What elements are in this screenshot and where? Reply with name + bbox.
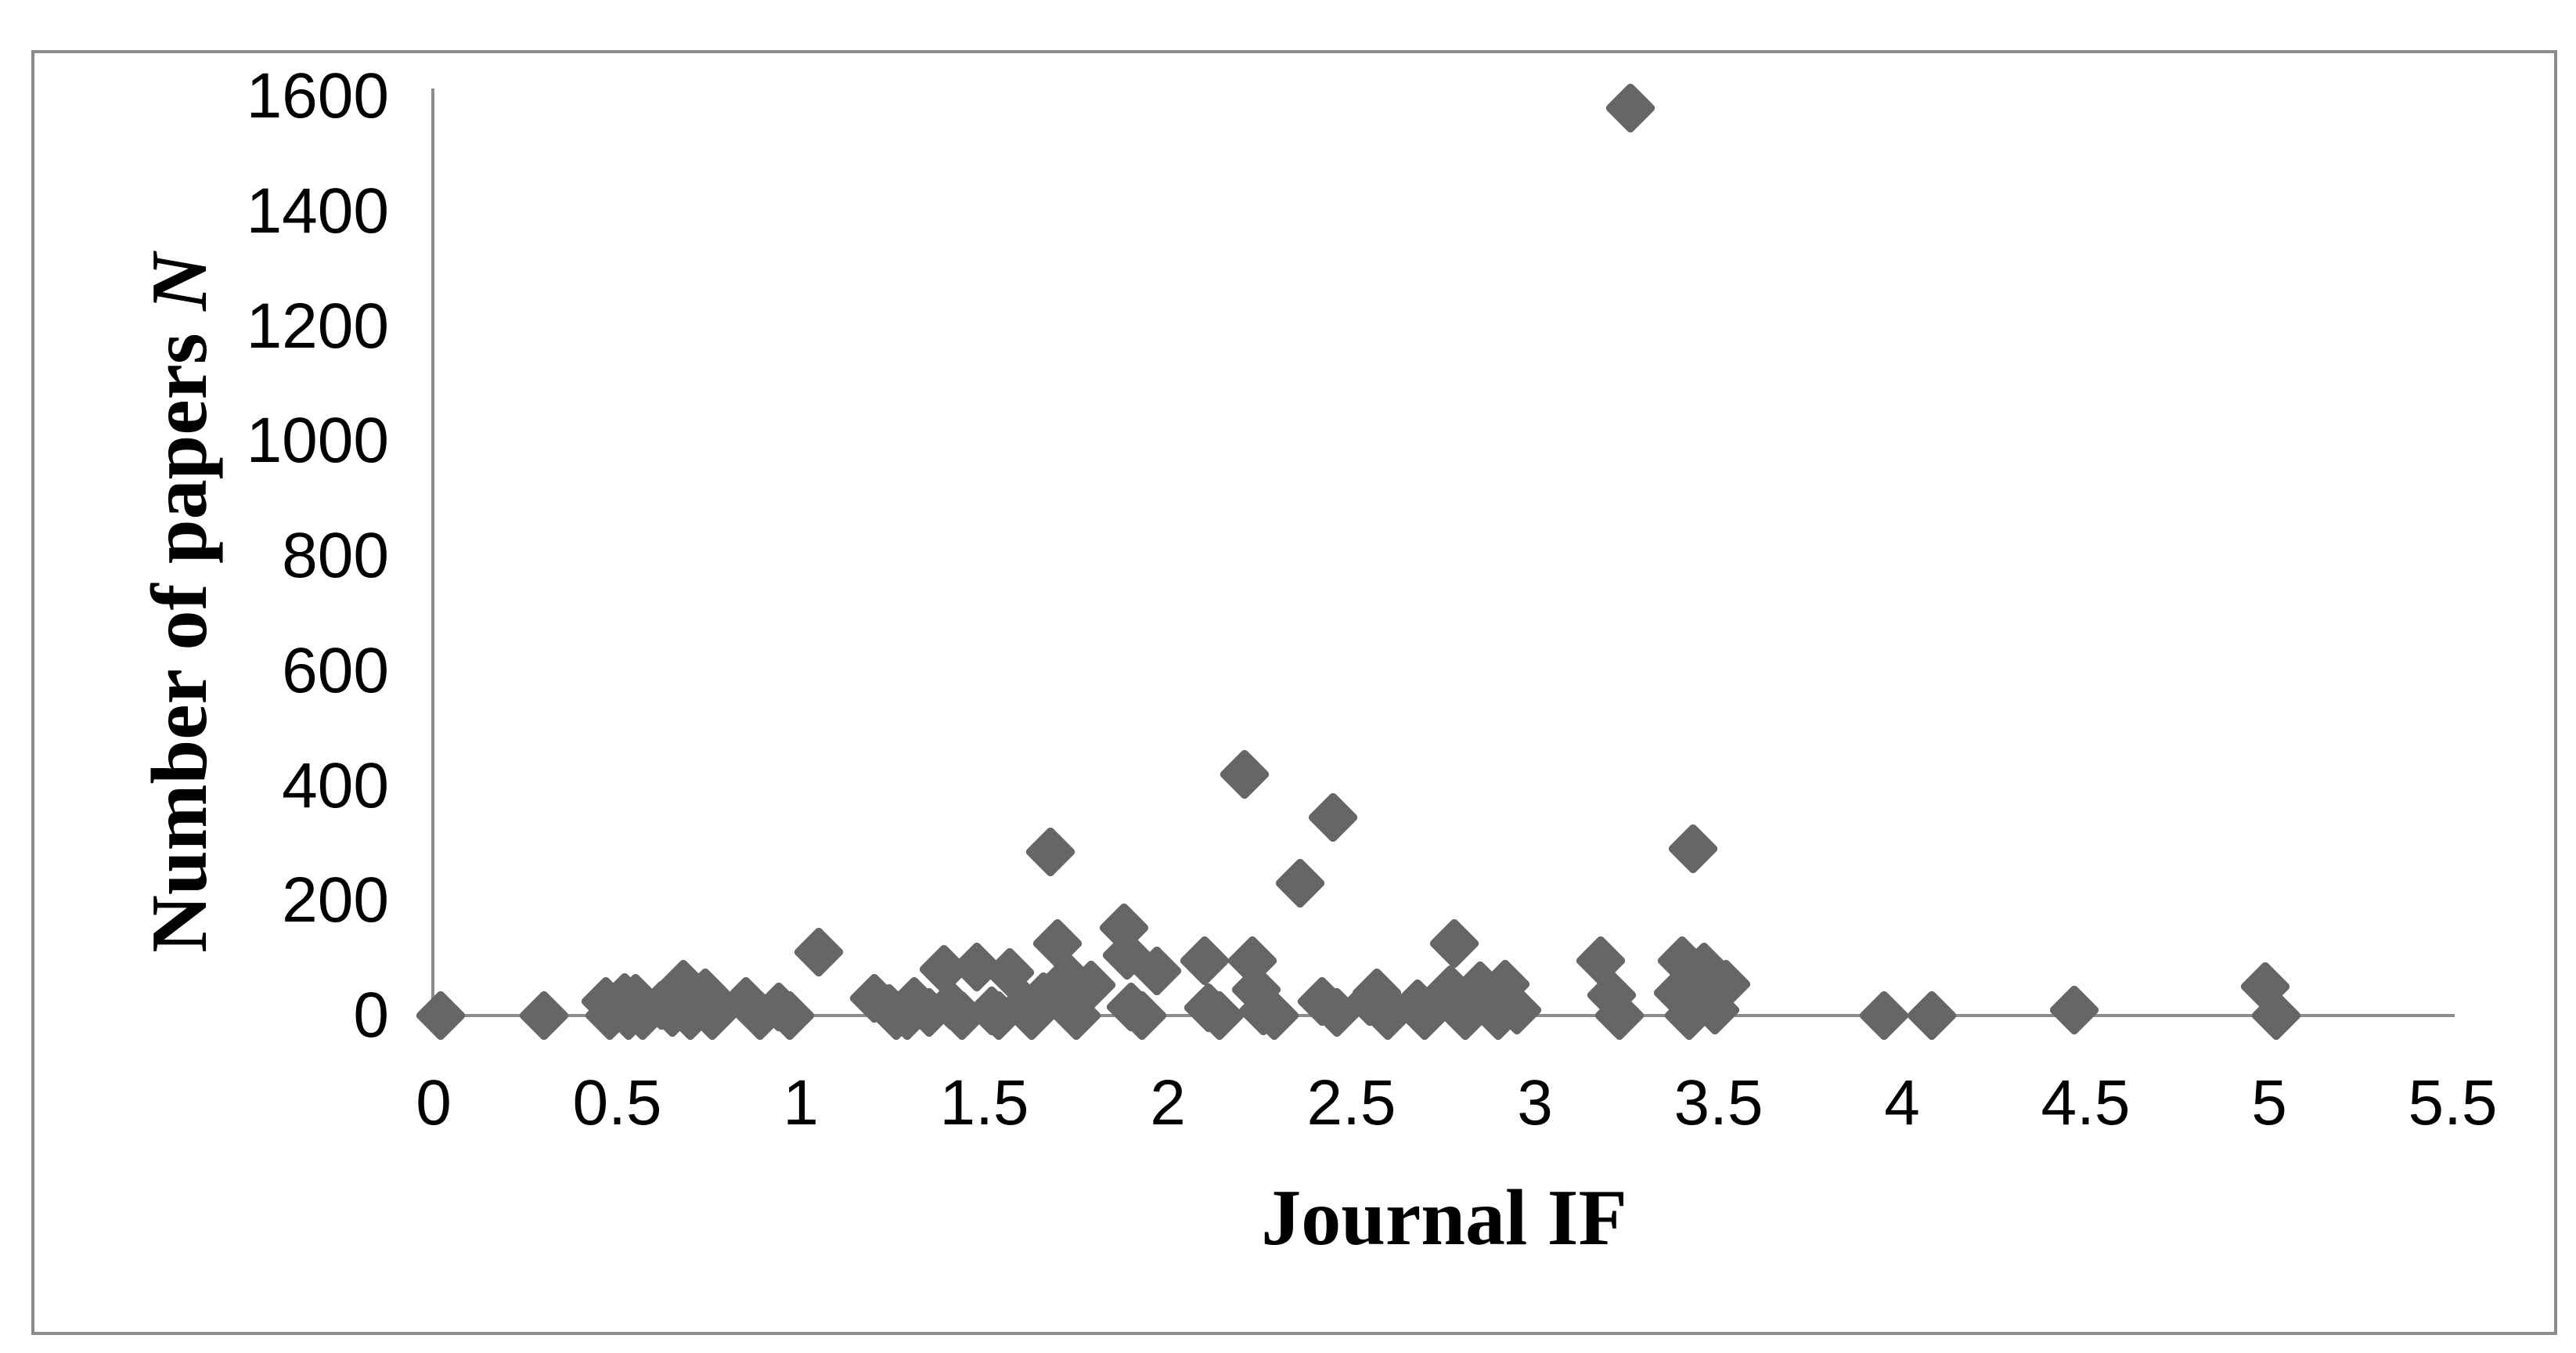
y-tick-label: 1400 — [246, 175, 389, 247]
y-tick-label: 600 — [282, 634, 389, 706]
y-tick-label: 0 — [353, 980, 389, 1051]
y-tick-label: 200 — [282, 864, 389, 936]
y-tick-label: 400 — [282, 749, 389, 821]
y-axis-line — [431, 88, 434, 1017]
x-tick-label: 2 — [1150, 1067, 1186, 1138]
x-tick-label: 3.5 — [1673, 1067, 1764, 1138]
y-axis-title-italic-n: N — [135, 253, 224, 311]
y-axis-title-text: Number of papers — [135, 333, 224, 953]
x-tick-label: 4 — [1884, 1067, 1920, 1138]
x-tick-label: 0.5 — [572, 1067, 662, 1138]
x-tick-label: 5 — [2251, 1067, 2287, 1138]
x-tick-label: 3 — [1517, 1067, 1553, 1138]
y-tick-label: 1000 — [246, 405, 389, 477]
x-tick-label: 1.5 — [939, 1067, 1029, 1138]
x-tick-label: 1 — [783, 1067, 819, 1138]
x-tick-label: 2.5 — [1306, 1067, 1396, 1138]
chart-border-frame — [31, 50, 2557, 1335]
y-axis-title: Number of papers N — [135, 253, 224, 953]
y-tick-label: 1600 — [246, 60, 389, 132]
x-axis-title: Journal IF — [1261, 1174, 1627, 1262]
x-tick-label: 0 — [416, 1067, 452, 1138]
y-tick-label: 800 — [282, 520, 389, 591]
x-tick-label: 4.5 — [2041, 1067, 2131, 1138]
x-tick-label: 5.5 — [2408, 1067, 2498, 1138]
y-tick-label: 1200 — [246, 290, 389, 362]
